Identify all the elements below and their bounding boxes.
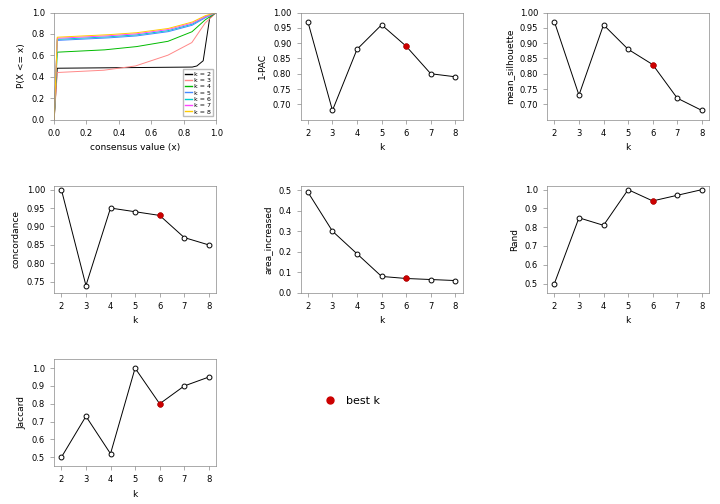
Y-axis label: concordance: concordance xyxy=(12,210,21,269)
Y-axis label: area_increased: area_increased xyxy=(264,205,273,274)
Y-axis label: mean_silhouette: mean_silhouette xyxy=(505,28,514,104)
X-axis label: k: k xyxy=(132,317,138,326)
X-axis label: k: k xyxy=(626,317,631,326)
Legend: k = 2, k = 3, k = 4, k = 5, k = 6, k = 7, k = 8: k = 2, k = 3, k = 4, k = 5, k = 6, k = 7… xyxy=(183,70,213,116)
X-axis label: k: k xyxy=(379,143,384,152)
Y-axis label: 1-PAC: 1-PAC xyxy=(258,53,267,79)
Y-axis label: Jaccard: Jaccard xyxy=(17,396,26,429)
X-axis label: k: k xyxy=(379,317,384,326)
X-axis label: k: k xyxy=(132,490,138,499)
Y-axis label: Rand: Rand xyxy=(510,228,519,251)
Legend: best k: best k xyxy=(314,392,385,410)
X-axis label: k: k xyxy=(626,143,631,152)
Y-axis label: P(X <= x): P(X <= x) xyxy=(17,44,26,89)
X-axis label: consensus value (x): consensus value (x) xyxy=(90,143,180,152)
